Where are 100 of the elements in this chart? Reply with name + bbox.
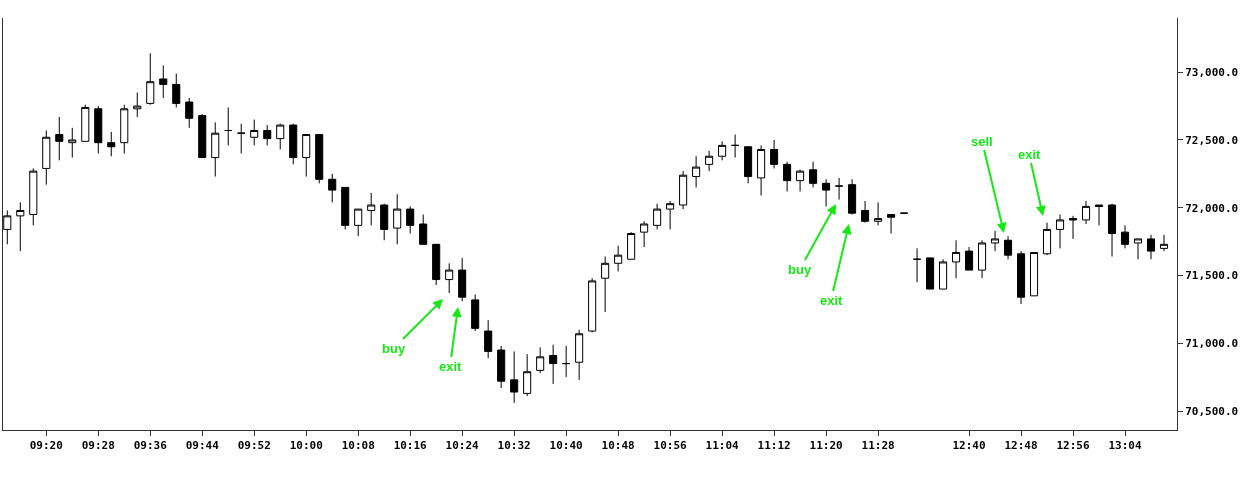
x-tick-label: 12:40 [952, 439, 986, 453]
annotation: exit [1018, 147, 1042, 162]
candlestick [1003, 235, 1013, 260]
candlestick [276, 123, 285, 150]
candlestick [1042, 222, 1052, 256]
x-tick-label: 12:48 [1004, 439, 1038, 453]
candlestick [133, 92, 142, 118]
candlestick [146, 52, 155, 106]
candlestick [198, 113, 207, 159]
x-tick-label: 11:12 [757, 439, 791, 453]
candlestick [419, 214, 428, 245]
candlestick [250, 119, 259, 146]
candlestick [1120, 224, 1130, 249]
x-tick-label: 09:36 [133, 439, 168, 453]
candlestick [679, 170, 688, 210]
candlestick [237, 123, 246, 155]
candlestick [289, 123, 298, 165]
candlestick [939, 258, 948, 290]
x-tick-label: 09:44 [185, 439, 220, 453]
candlestick [848, 178, 857, 216]
candlestick [874, 201, 883, 226]
x-tick-label: 10:08 [341, 439, 375, 453]
annotation: sell [971, 134, 993, 149]
y-tick-label: 72,500.0 [1185, 133, 1239, 147]
candlestick [1016, 250, 1026, 305]
candlestick [3, 209, 12, 245]
candlestick [406, 205, 415, 234]
x-tick-label: 11:04 [705, 439, 740, 453]
candlestick [510, 350, 519, 404]
candlestick [315, 134, 324, 184]
y-tick-label: 72,000.0 [1185, 201, 1239, 215]
candlestick [68, 127, 77, 159]
candlestick [536, 346, 545, 374]
candlestick [107, 131, 116, 157]
candlestick [1068, 215, 1078, 240]
candlestick [29, 167, 38, 226]
candlestick [653, 203, 662, 230]
x-tick-label: 10:32 [497, 439, 531, 453]
candlestick [692, 155, 701, 188]
candlestick [1029, 251, 1039, 297]
x-tick-label: 10:56 [653, 439, 688, 453]
candlestick [55, 116, 64, 161]
candlestick [159, 64, 168, 99]
candlestick [471, 293, 480, 332]
candlestick [497, 345, 506, 389]
candlestick [523, 353, 532, 397]
candlestick [757, 144, 766, 197]
candlestick [458, 257, 467, 302]
candlestick [81, 104, 90, 142]
candlestick [640, 220, 649, 248]
x-tick-label: 10:48 [601, 439, 635, 453]
candlestick [42, 129, 51, 186]
candlestick [1146, 234, 1156, 260]
candlestick [432, 243, 441, 286]
candlestick [627, 231, 636, 260]
candlestick [952, 239, 961, 279]
x-tick-label: 09:52 [237, 439, 271, 453]
candlestick [887, 214, 896, 234]
candlestick [1133, 238, 1143, 260]
x-tick-label: 10:00 [289, 439, 323, 453]
candlestick [94, 105, 103, 155]
x-tick-label: 10:24 [445, 439, 480, 453]
candlestick [822, 178, 831, 207]
annotation: buy [788, 262, 812, 277]
y-tick-label: 70,500.0 [1185, 404, 1239, 418]
candlestick [614, 245, 623, 272]
candlestick [211, 121, 220, 178]
x-tick-label: 10:16 [393, 439, 428, 453]
candlestick [783, 161, 792, 192]
candlestick [718, 140, 727, 161]
candlestick [185, 97, 194, 129]
candlestick [302, 134, 311, 178]
candlestick [1107, 203, 1117, 258]
candlestick [120, 104, 129, 155]
candlestick [16, 201, 25, 252]
candlestick [744, 146, 753, 184]
candlestick [393, 193, 402, 245]
y-tick-label: 71,000.0 [1185, 337, 1239, 351]
candlestick [224, 106, 233, 146]
candlestick [809, 161, 818, 188]
candlestick [575, 329, 584, 381]
candlestick [1055, 214, 1065, 249]
candlestick [484, 319, 493, 359]
x-tick-label: 09:28 [81, 439, 115, 453]
candlestick [770, 139, 779, 169]
y-tick-label: 73,000.0 [1185, 66, 1239, 80]
candlestick [1094, 204, 1104, 226]
x-tick-label: 11:20 [809, 439, 843, 453]
candlestick [601, 256, 610, 313]
x-tick-label: 10:40 [549, 439, 583, 453]
candlestick [705, 150, 714, 172]
candlestick [588, 277, 597, 333]
candlestick [263, 124, 272, 146]
candlestick [965, 246, 974, 271]
candlestick [380, 203, 389, 241]
candlestick [1081, 200, 1091, 225]
y-tick-label: 71,500.0 [1185, 269, 1239, 283]
candlestick [926, 257, 935, 290]
candlestick [835, 177, 844, 201]
candlestick [731, 134, 740, 159]
